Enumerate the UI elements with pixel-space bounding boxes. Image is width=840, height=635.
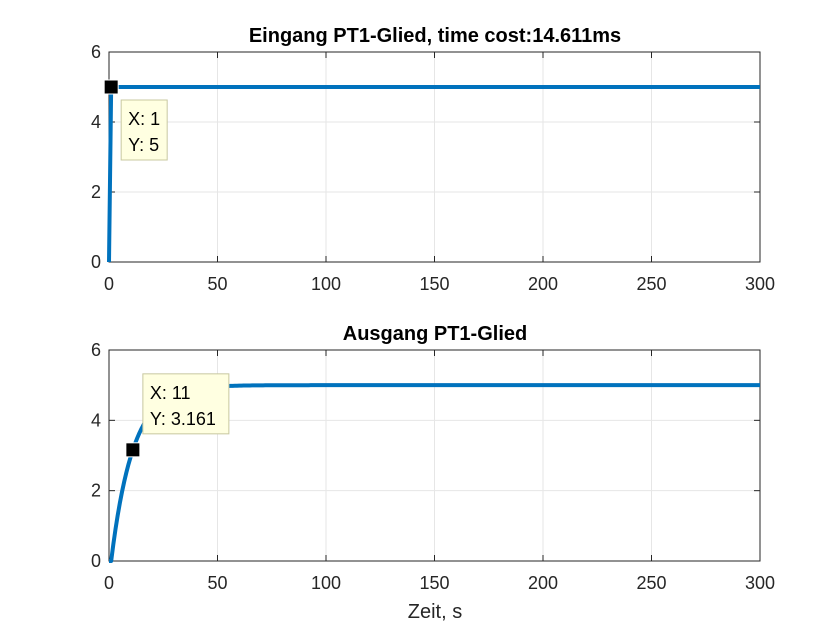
chart-title-output: Ausgang PT1-Glied xyxy=(343,323,527,345)
y-tick-label: 0 xyxy=(91,551,101,571)
x-tick-label: 0 xyxy=(104,274,114,294)
subplot-output: Ausgang PT1-Glied 0 50 100 150 200 250 300 0 2 4 6… xyxy=(91,323,775,623)
y-tick-label: 6 xyxy=(91,340,101,360)
y-tick-label: 0 xyxy=(91,252,101,272)
y-tick-label: 4 xyxy=(91,410,101,430)
x-tick-label: 50 xyxy=(207,573,227,593)
x-tick-label: 150 xyxy=(419,573,449,593)
x-axis-label-output: Zeit, s xyxy=(408,601,462,623)
x-tick-label: 100 xyxy=(311,274,341,294)
chart-title-input: Eingang PT1-Glied, time cost:14.611ms xyxy=(249,25,621,47)
ticks-input: 0 50 100 150 200 250 300 0 2 4 6 xyxy=(91,42,775,294)
x-tick-label: 300 xyxy=(745,274,775,294)
y-tick-label: 2 xyxy=(91,481,101,501)
y-tick-label: 2 xyxy=(91,182,101,202)
datatip-y-text: Y: 5 xyxy=(128,135,159,155)
x-tick-label: 250 xyxy=(636,274,666,294)
datatip-output[interactable]: X: 11 Y: 3.161 xyxy=(125,373,230,458)
datatip-x-text: X: 1 xyxy=(128,109,160,129)
x-tick-label: 100 xyxy=(311,573,341,593)
x-tick-label: 50 xyxy=(207,274,227,294)
x-tick-label: 300 xyxy=(745,573,775,593)
x-tick-label: 150 xyxy=(419,274,449,294)
datatip-y-text: Y: 3.161 xyxy=(150,409,216,429)
subplot-input: Eingang PT1-Glied, time cost:14.611ms 0 5… xyxy=(91,25,775,294)
x-tick-label: 0 xyxy=(104,573,114,593)
datatip-box[interactable] xyxy=(120,99,168,161)
datatip-marker[interactable] xyxy=(103,79,119,95)
grid-input xyxy=(108,51,761,263)
ticks-output: 0 50 100 150 200 250 300 0 2 4 6 xyxy=(91,340,775,593)
y-tick-label: 4 xyxy=(91,112,101,132)
datatip-x-text: X: 11 xyxy=(150,383,191,403)
y-tick-label: 6 xyxy=(91,42,101,62)
axes-box xyxy=(108,349,761,562)
datatip-input[interactable]: X: 1 Y: 5 xyxy=(103,79,168,161)
datatip-marker[interactable] xyxy=(125,442,141,458)
datatip-box[interactable] xyxy=(142,373,230,435)
x-tick-label: 200 xyxy=(528,573,558,593)
x-tick-label: 250 xyxy=(636,573,666,593)
x-tick-label: 200 xyxy=(528,274,558,294)
